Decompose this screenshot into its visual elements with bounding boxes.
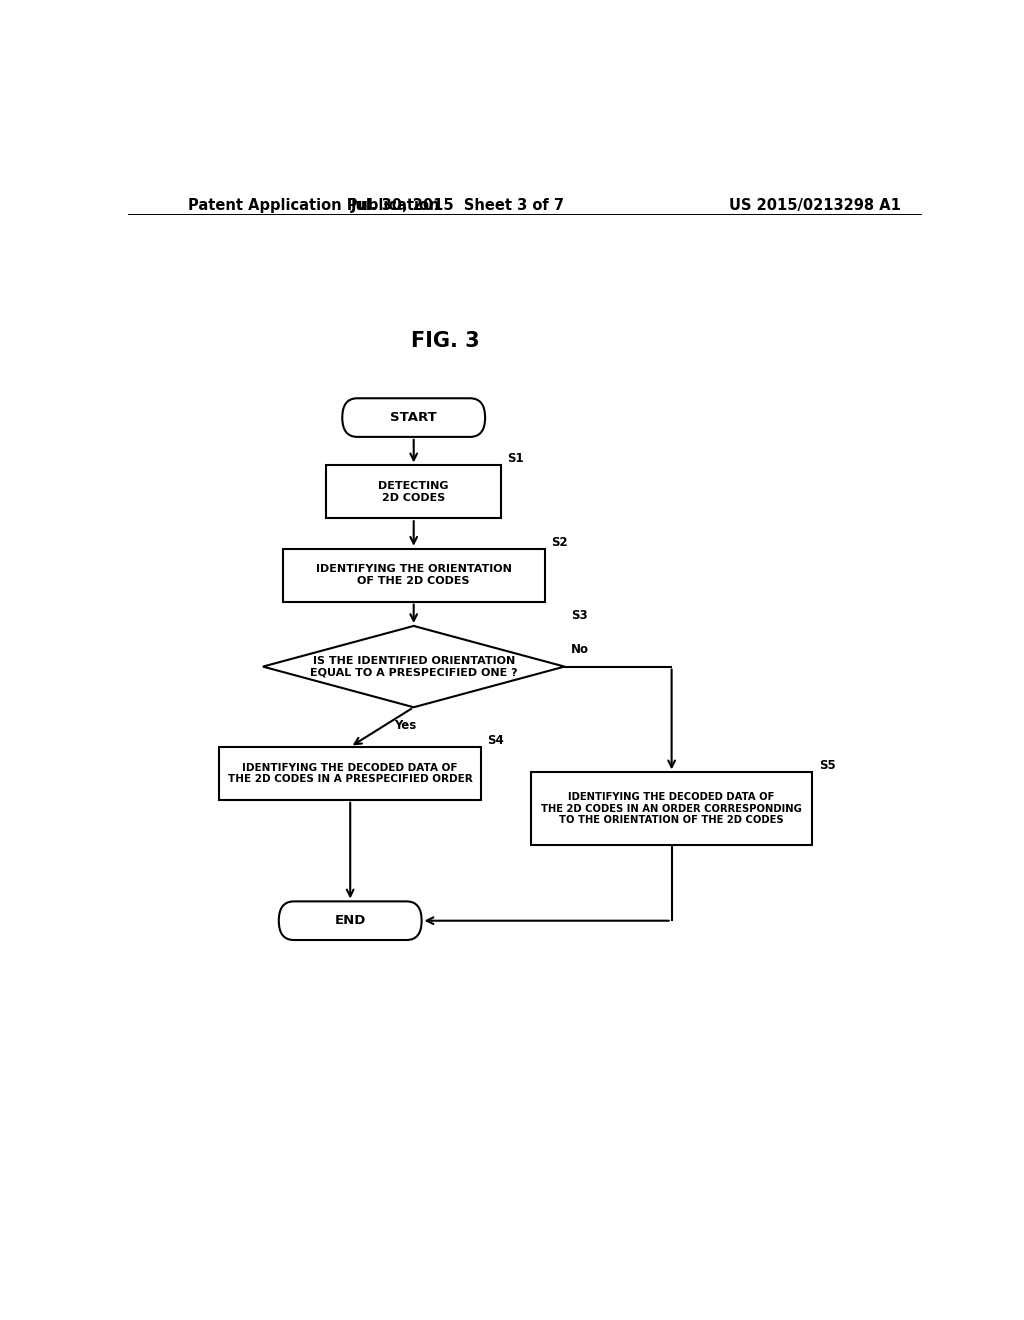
- FancyBboxPatch shape: [327, 466, 501, 519]
- FancyBboxPatch shape: [279, 902, 422, 940]
- Text: IDENTIFYING THE DECODED DATA OF
THE 2D CODES IN AN ORDER CORRESPONDING
TO THE OR: IDENTIFYING THE DECODED DATA OF THE 2D C…: [541, 792, 802, 825]
- Text: US 2015/0213298 A1: US 2015/0213298 A1: [728, 198, 900, 213]
- Text: S1: S1: [507, 453, 524, 466]
- Polygon shape: [263, 626, 564, 708]
- Text: S2: S2: [551, 536, 567, 549]
- Text: IDENTIFYING THE DECODED DATA OF
THE 2D CODES IN A PRESPECIFIED ORDER: IDENTIFYING THE DECODED DATA OF THE 2D C…: [227, 763, 473, 784]
- Text: END: END: [335, 915, 366, 927]
- Text: START: START: [390, 411, 437, 424]
- Text: S3: S3: [570, 609, 588, 622]
- Text: No: No: [570, 643, 589, 656]
- FancyBboxPatch shape: [530, 772, 812, 846]
- Text: Yes: Yes: [394, 719, 417, 733]
- FancyBboxPatch shape: [283, 549, 545, 602]
- Text: FIG. 3: FIG. 3: [411, 331, 480, 351]
- Text: S4: S4: [487, 734, 504, 747]
- Text: Patent Application Publication: Patent Application Publication: [187, 198, 439, 213]
- FancyBboxPatch shape: [219, 747, 481, 800]
- Text: IS THE IDENTIFIED ORIENTATION
EQUAL TO A PRESPECIFIED ONE ?: IS THE IDENTIFIED ORIENTATION EQUAL TO A…: [310, 656, 517, 677]
- FancyBboxPatch shape: [342, 399, 485, 437]
- Text: Jul. 30, 2015  Sheet 3 of 7: Jul. 30, 2015 Sheet 3 of 7: [350, 198, 564, 213]
- Text: DETECTING
2D CODES: DETECTING 2D CODES: [379, 480, 449, 503]
- Text: S5: S5: [819, 759, 836, 772]
- Text: IDENTIFYING THE ORIENTATION
OF THE 2D CODES: IDENTIFYING THE ORIENTATION OF THE 2D CO…: [315, 565, 512, 586]
